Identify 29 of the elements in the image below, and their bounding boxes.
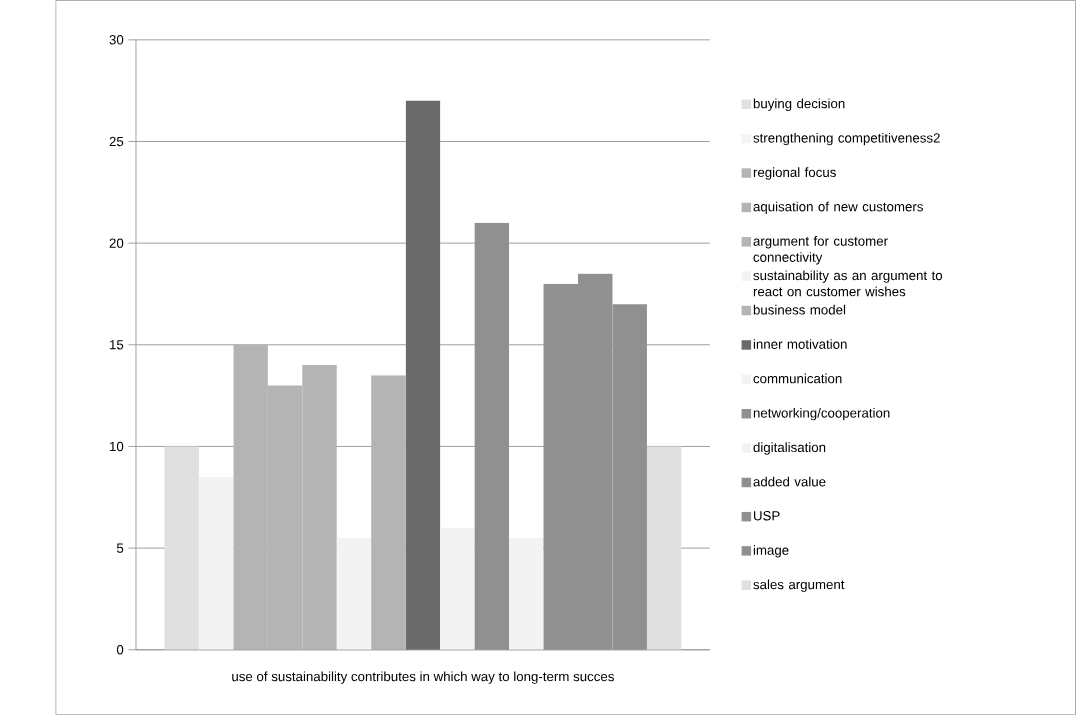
legend-label: aquisation of new customers: [753, 201, 923, 214]
legend-label: sales argument: [753, 579, 845, 592]
legend-label: buying decision: [753, 98, 845, 111]
legend-label: strengthening competitiveness2: [753, 132, 940, 146]
legend-label: regional focus: [753, 167, 836, 180]
y-tick-label: 5: [116, 543, 124, 553]
legend-label: image: [753, 544, 789, 558]
bar: [336, 537, 372, 650]
bar: [509, 537, 544, 650]
legend-label: added value: [753, 476, 826, 487]
legend-label: inner motivation: [753, 339, 847, 349]
legend-label: digitalisation: [753, 442, 826, 455]
y-tick-label: 30: [109, 35, 124, 45]
y-tick-label: 20: [109, 238, 124, 248]
legend-label: business model: [753, 304, 846, 315]
y-tick-label: 15: [110, 340, 124, 350]
x-tick-label: use of sustainability contributes in which way to long-term succes: [232, 671, 614, 684]
legend-label: networking/cooperation: [753, 407, 890, 421]
bar: [198, 476, 234, 650]
bar: [646, 446, 682, 650]
bar: [405, 100, 441, 650]
y-tick-label: 25: [109, 136, 124, 147]
legend-label: communication: [753, 373, 842, 384]
y-tick-label: 10: [110, 441, 124, 452]
bar: [164, 446, 199, 650]
bar: [371, 375, 406, 650]
legend-label: USP: [754, 510, 780, 521]
y-tick-label: 0: [116, 644, 124, 655]
bar: [440, 527, 475, 650]
